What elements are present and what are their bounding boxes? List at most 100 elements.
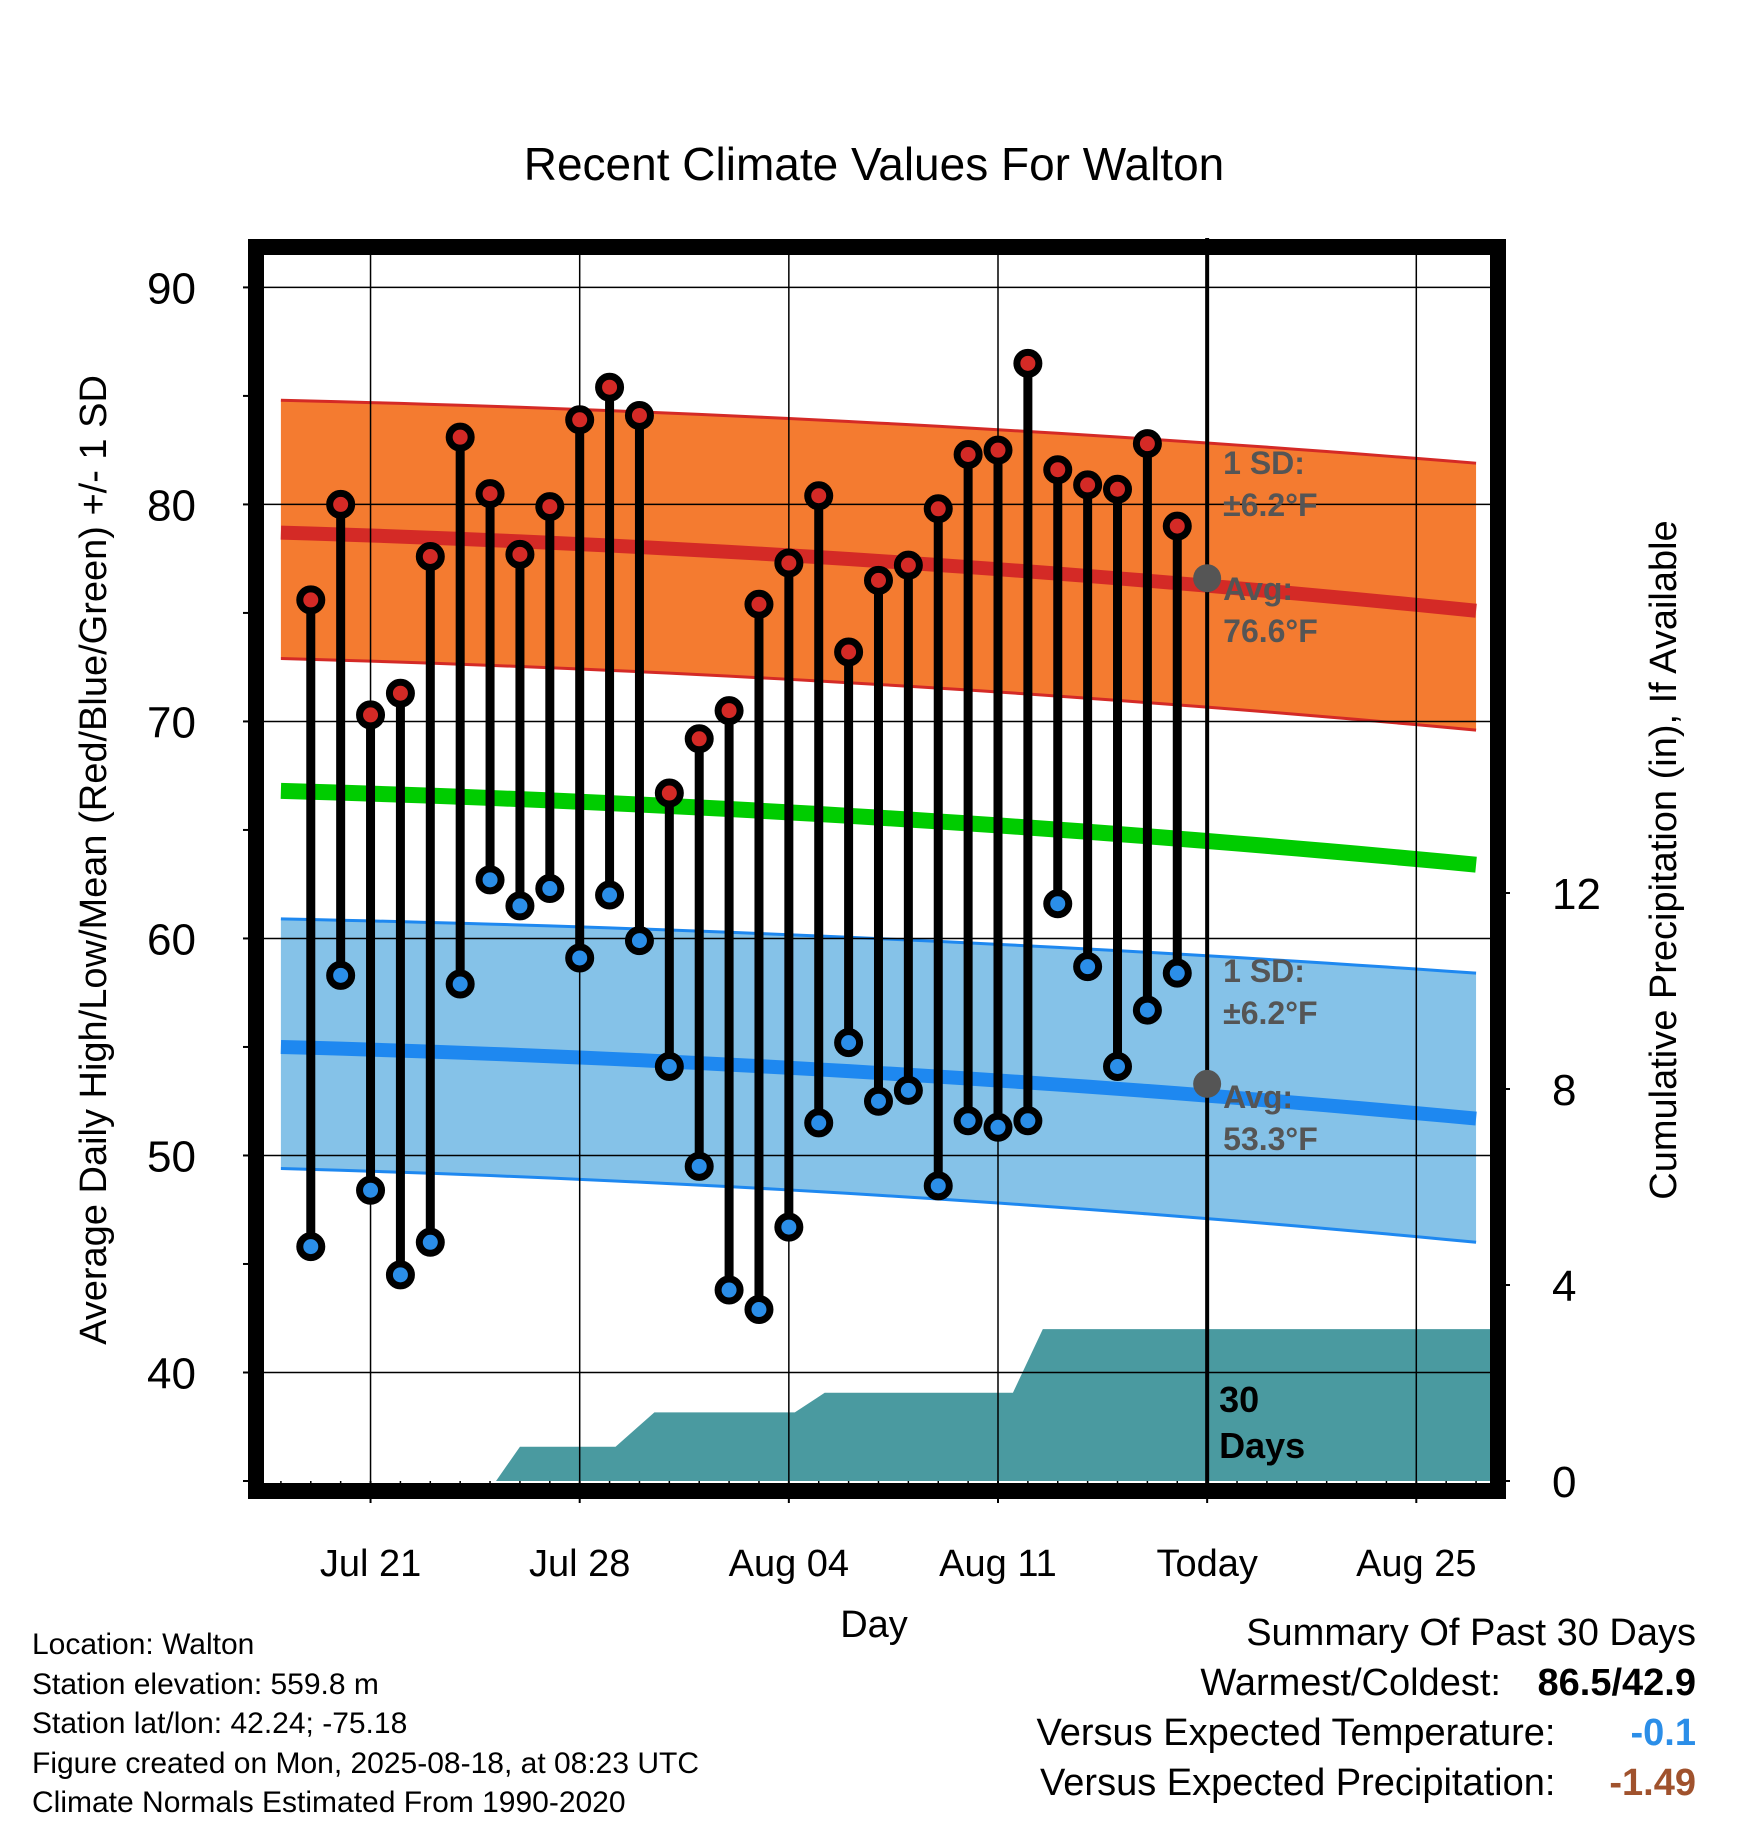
low-sd-band-lower-edge: [280, 1166, 1477, 1244]
x-tick-label: Jul 21: [320, 1543, 421, 1585]
high-temp-point: [834, 637, 864, 667]
created-text: Figure created on Mon, 2025-08-18, at 08…: [32, 1746, 700, 1780]
x-tick-label: Aug 04: [729, 1543, 849, 1585]
precip-area: [265, 1329, 1492, 1481]
window-label-0: 30: [1219, 1379, 1259, 1420]
low-temp-point: [863, 1086, 893, 1116]
y2-tick-label-4: 4: [1552, 1262, 1576, 1311]
low-temp-point: [356, 1175, 386, 1205]
high-temp-point: [1073, 470, 1103, 500]
x-axis-label: Day: [840, 1604, 908, 1646]
low-temp-point: [684, 1151, 714, 1181]
low-temp-point: [714, 1275, 744, 1305]
low-temp-point: [1073, 952, 1103, 982]
temp-label: Versus Expected Temperature:: [1036, 1712, 1556, 1754]
summary-heading: Summary Of Past 30 Days: [1246, 1612, 1696, 1654]
today-annotation-1-1: ±6.2°F: [1223, 995, 1317, 1031]
low-temp-point: [445, 969, 475, 999]
high-temp-point: [684, 724, 714, 754]
elevation-text: Station elevation: 559.8 m: [32, 1667, 379, 1701]
low-temp-point: [923, 1171, 953, 1201]
x-tick-label: Aug 11: [939, 1543, 1057, 1585]
latlon-text: Station lat/lon: 42.24; -75.18: [32, 1707, 408, 1740]
high-temp-point: [415, 542, 445, 572]
today-annotation-1-3: 53.3°F: [1223, 1121, 1318, 1157]
low-temp-point: [1162, 958, 1192, 988]
location-text: Location: Walton: [32, 1628, 255, 1661]
low-temp-point: [654, 1051, 684, 1081]
chart-title: Recent Climate Values For Walton: [524, 138, 1225, 190]
low-temp-point: [953, 1106, 983, 1136]
high-temp-point: [714, 696, 744, 726]
high-temp-point: [863, 565, 893, 595]
high-temp-point: [953, 440, 983, 470]
high-temp-point: [445, 422, 475, 452]
high-temp-point: [595, 372, 625, 402]
y-tick-label-40: 40: [147, 1349, 196, 1398]
high-avg-line: [280, 525, 1477, 618]
high-temp-point: [475, 479, 505, 509]
low-temp-point: [296, 1232, 326, 1262]
today-annotation-1-2: Avg:: [1223, 1079, 1293, 1115]
low-temp-point: [774, 1212, 804, 1242]
y-axis-label: Average Daily High/Low/Mean (Red/Blue/Gr…: [73, 375, 115, 1345]
today-annotation-1-0: 1 SD:: [1223, 953, 1305, 989]
y-tick-label-90: 90: [147, 264, 196, 313]
y2-tick-label-8: 8: [1552, 1066, 1576, 1115]
high-temp-point: [1013, 348, 1043, 378]
high-temp-point: [893, 550, 923, 580]
low-temp-point: [1013, 1106, 1043, 1136]
y-tick-label-70: 70: [147, 698, 196, 747]
high-temp-point: [1132, 429, 1162, 459]
low-temp-point: [744, 1295, 774, 1325]
precip-row: Versus Expected Precipitation: -1.49: [1037, 1758, 1696, 1808]
warm-cold-row: Warmest/Coldest: 86.5/42.9: [1037, 1658, 1696, 1708]
high-temp-point: [1103, 474, 1133, 504]
high-temp-point: [505, 539, 535, 569]
high-temp-point: [1162, 511, 1192, 541]
low-temp-point: [893, 1075, 923, 1105]
station-info: Location: Walton Station elevation: 559.…: [32, 1625, 699, 1823]
today-annotation-0-0: 1 SD:: [1223, 445, 1305, 481]
precip-label: Versus Expected Precipitation:: [1040, 1762, 1556, 1804]
y2-tick-label-0: 0: [1552, 1458, 1576, 1507]
low-temp-point: [475, 865, 505, 895]
high-sd-band-upper-edge: [280, 398, 1477, 465]
low-temp-point: [983, 1112, 1013, 1142]
high-temp-point: [923, 494, 953, 524]
high-temp-point: [356, 700, 386, 730]
high-temp-point: [624, 400, 654, 430]
plot-frame: [248, 239, 1506, 1499]
low-temp-point: [595, 880, 625, 910]
low-temp-point: [505, 891, 535, 921]
temp-row: Versus Expected Temperature: -0.1: [1037, 1708, 1696, 1758]
x-tick-label: Aug 25: [1356, 1543, 1476, 1585]
high-temp-point: [654, 778, 684, 808]
high-temp-point: [535, 492, 565, 522]
today-avg-dot-1: [1193, 1069, 1222, 1098]
low-temp-point: [385, 1260, 415, 1290]
high-temp-point: [296, 585, 326, 615]
low-temp-point: [535, 874, 565, 904]
low-temp-point: [804, 1108, 834, 1138]
low-temp-point: [565, 943, 595, 973]
low-temp-point: [624, 926, 654, 956]
low-temp-point: [1043, 889, 1073, 919]
temp-value: -0.1: [1630, 1712, 1696, 1754]
high-temp-point: [744, 589, 774, 619]
high-temp-point: [326, 489, 356, 519]
today-annotation-0-1: ±6.2°F: [1223, 487, 1317, 523]
y-tick-label-60: 60: [147, 915, 196, 964]
today-avg-dot-0: [1193, 564, 1222, 593]
y-tick-label-80: 80: [147, 481, 196, 530]
low-temp-point: [1103, 1051, 1133, 1081]
today-annotation-0-2: Avg:: [1223, 571, 1293, 607]
high-temp-point: [774, 548, 804, 578]
precip-value: -1.49: [1609, 1762, 1696, 1804]
y2-tick-label-12: 12: [1552, 870, 1601, 919]
low-temp-point: [1132, 995, 1162, 1025]
y-tick-label-50: 50: [147, 1132, 196, 1181]
warm-cold-value: 86.5/42.9: [1537, 1662, 1696, 1704]
high-temp-point: [565, 405, 595, 435]
